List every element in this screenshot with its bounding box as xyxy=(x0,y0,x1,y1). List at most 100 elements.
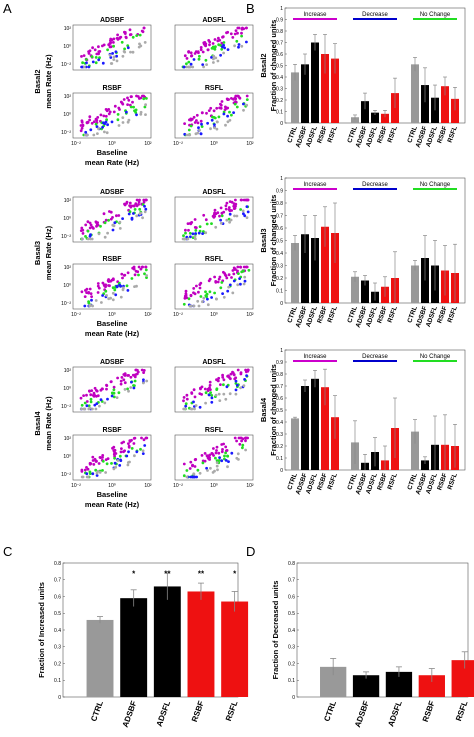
scatter-point xyxy=(95,389,98,392)
scatter-point xyxy=(86,220,90,224)
scatter-point xyxy=(201,461,205,465)
row-label-line1: Basal3 xyxy=(33,241,42,265)
scatter-point xyxy=(182,302,186,306)
x-tick-label: 10⁰ xyxy=(210,312,218,318)
scatter-point xyxy=(217,36,220,40)
scatter-point xyxy=(86,237,90,241)
scatter-point xyxy=(103,130,106,134)
scatter-point xyxy=(236,283,240,287)
category-label: RSBF xyxy=(190,700,206,724)
scatter-point xyxy=(111,286,115,290)
scatter-point xyxy=(247,268,251,272)
scatter-point xyxy=(192,58,196,61)
panel-label-a: A xyxy=(3,1,12,16)
category-label: ADSFL xyxy=(155,700,173,728)
scatter-point xyxy=(118,108,121,111)
subplot-title: RSBF xyxy=(102,256,122,263)
scatter-point xyxy=(80,475,84,479)
scatter-point xyxy=(238,442,242,446)
scatter-point xyxy=(199,48,203,52)
scatter-point xyxy=(113,104,117,108)
scatter-point xyxy=(217,115,221,119)
scatter-point xyxy=(94,122,98,126)
scatter-point xyxy=(235,383,239,387)
scatter-point xyxy=(101,44,104,48)
scatter-point xyxy=(111,298,115,302)
scatter-point xyxy=(110,120,114,124)
scatter-point xyxy=(199,46,203,49)
scatter-point xyxy=(119,450,123,454)
scatter-point xyxy=(132,384,135,387)
scatter-point xyxy=(91,46,94,50)
scatter-point xyxy=(198,128,201,132)
scatter-point xyxy=(93,386,97,390)
scatter-point xyxy=(220,459,224,463)
scatter-point xyxy=(85,133,89,137)
scatter-point xyxy=(144,265,148,269)
scatter-point xyxy=(223,273,227,277)
scatter-point xyxy=(90,298,93,302)
scatter-point xyxy=(118,464,122,467)
subplot-title: RSFL xyxy=(205,427,224,434)
scatter-point xyxy=(241,209,245,213)
scatter-point xyxy=(116,113,120,116)
scatter-point xyxy=(216,468,219,472)
scatter-point xyxy=(233,102,237,106)
scatter-point xyxy=(189,51,193,55)
scatter-point xyxy=(245,205,249,209)
scatter-point xyxy=(80,403,84,407)
scatter-point xyxy=(83,295,87,298)
scatter-point xyxy=(205,295,209,299)
scatter-point xyxy=(127,450,130,454)
scatter-point xyxy=(227,285,231,289)
scatter-point xyxy=(112,55,116,59)
bar-chart-d: 0 0.1 0.2 0.3 0.4 0.5 0.6 0.7 0.8 CTRL ADSBF ADSFL R… xyxy=(271,561,474,729)
scatter-point xyxy=(206,297,209,301)
scatter-point xyxy=(217,277,221,281)
x-tick-label: 10² xyxy=(246,312,254,318)
scatter-point xyxy=(200,454,204,457)
scatter-point xyxy=(223,454,226,458)
scatter-point xyxy=(116,459,120,462)
x-tick-label: 10⁻² xyxy=(71,141,81,147)
scatter-point xyxy=(204,231,208,235)
y-tick-label: 0.2 xyxy=(54,661,61,667)
scatter-point xyxy=(94,468,98,472)
scatter-point xyxy=(188,231,192,235)
scatter-point xyxy=(83,401,87,405)
scatter-point xyxy=(111,291,115,295)
y-tick-label: 10⁻² xyxy=(61,472,71,478)
scatter-point xyxy=(243,275,247,279)
scatter-point xyxy=(126,387,129,391)
scatter-point xyxy=(192,115,196,119)
scatter-point xyxy=(236,368,240,372)
bar xyxy=(301,234,309,303)
scatter-point xyxy=(226,454,229,458)
scatter-point xyxy=(144,268,148,272)
y-tick-label: 0.8 xyxy=(276,29,283,35)
scatter-point xyxy=(105,462,109,466)
scatter-point xyxy=(239,265,242,269)
scatter-point xyxy=(126,46,130,50)
scatter-point xyxy=(89,393,93,397)
scatter-point xyxy=(191,463,195,467)
scatter-point xyxy=(113,221,117,225)
scatter-point xyxy=(119,459,123,462)
scatter-point xyxy=(231,36,235,39)
scatter-point xyxy=(136,270,140,274)
scatter-point xyxy=(222,383,225,387)
y-tick-label: 0.6 xyxy=(276,52,283,58)
y-tick-label: 10² xyxy=(64,265,72,271)
scatter-point xyxy=(125,284,129,288)
scatter-point xyxy=(230,113,233,117)
category-label: RSFL xyxy=(224,700,240,723)
scatter-point xyxy=(242,108,245,112)
bar xyxy=(451,660,474,697)
scatter-point xyxy=(87,301,91,305)
y-tick-label: 0.1 xyxy=(288,678,295,684)
scatter-point xyxy=(143,444,147,447)
scatter-point xyxy=(194,237,197,241)
scatter-point xyxy=(237,43,241,46)
scatter-point xyxy=(126,103,129,106)
scatter-point xyxy=(208,380,212,384)
